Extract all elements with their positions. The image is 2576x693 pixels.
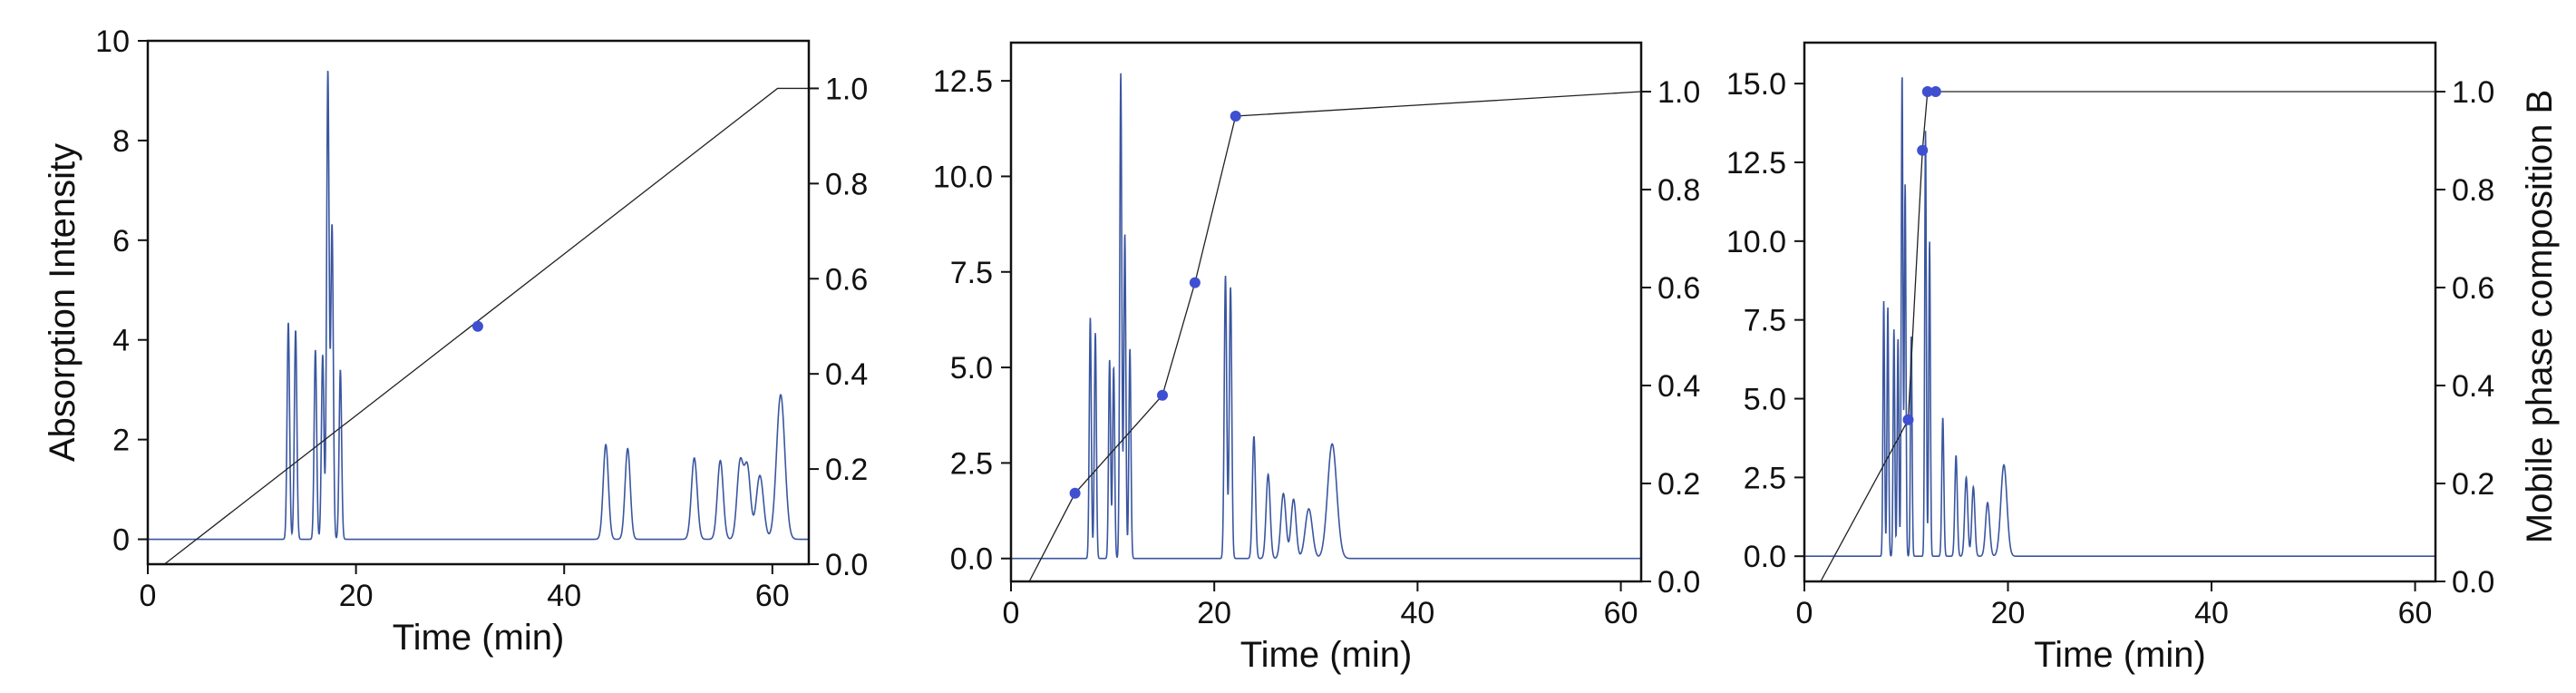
gradient-marker bbox=[1930, 86, 1941, 97]
x-tick-label: 60 bbox=[2398, 596, 2433, 630]
y2-tick-label: 1.0 bbox=[1657, 75, 1700, 110]
y-tick-label: 0.0 bbox=[1744, 540, 1786, 574]
chromatogram-trace bbox=[148, 71, 809, 541]
y-tick-label: 12.5 bbox=[933, 64, 993, 99]
y2-tick-label: 0.0 bbox=[825, 548, 868, 582]
chart-panel-3: 0 20 40 60 0.0 2.5 5.0 7.5 10.0 12.5 15.0 0.0 0.2 0.4… bbox=[1726, 41, 2560, 675]
x-tick-label: 0 bbox=[140, 579, 157, 613]
y-tick-label: 5.0 bbox=[1744, 383, 1786, 417]
x-tick-label: 40 bbox=[547, 579, 581, 613]
y-tick-label: 2 bbox=[112, 424, 130, 458]
y-tick-label: 2.5 bbox=[1744, 461, 1786, 495]
chromatogram-trace bbox=[1011, 73, 1641, 560]
y2-tick-label: 1.0 bbox=[2452, 75, 2494, 110]
y-tick-label: 0 bbox=[112, 523, 130, 558]
y-tick-label: 7.5 bbox=[950, 256, 993, 290]
gradient-marker bbox=[1917, 144, 1929, 156]
plot-frame bbox=[1009, 41, 1643, 583]
chromatogram-trace bbox=[1804, 77, 2435, 558]
x-tick-label: 20 bbox=[1197, 596, 1231, 630]
x-tick-label: 60 bbox=[755, 579, 790, 613]
y2-tick-label: 0.2 bbox=[825, 453, 868, 487]
y-tick-label: 12.5 bbox=[1726, 146, 1786, 181]
x-tick-label: 40 bbox=[2194, 596, 2229, 630]
y-tick-label: 10 bbox=[95, 24, 130, 59]
gradient-marker bbox=[471, 320, 483, 332]
x-tick-label: 60 bbox=[1604, 596, 1638, 630]
gradient-line bbox=[1028, 91, 1642, 582]
plot-frame bbox=[146, 39, 811, 566]
y2-tick-label: 1.0 bbox=[825, 72, 868, 106]
x-tick-label: 20 bbox=[339, 579, 374, 613]
gradient-marker bbox=[1189, 277, 1201, 288]
y2-tick-label: 0.0 bbox=[2452, 565, 2494, 600]
gradient-marker bbox=[1921, 86, 1933, 97]
y-tick-label: 5.0 bbox=[950, 351, 993, 386]
gradient-line bbox=[163, 87, 809, 565]
y-axis-label: Absorption Intensity bbox=[43, 143, 83, 462]
x-tick-label: 20 bbox=[1991, 596, 2026, 630]
x-tick-label: 40 bbox=[1400, 596, 1434, 630]
x-axis-label: Time (min) bbox=[1240, 635, 1413, 675]
y2-tick-label: 0.4 bbox=[825, 357, 868, 392]
y-tick-label: 8 bbox=[112, 124, 130, 159]
x-tick-label: 0 bbox=[1003, 596, 1020, 630]
y2-tick-label: 0.8 bbox=[825, 167, 868, 201]
y2-tick-label: 0.8 bbox=[2452, 173, 2494, 208]
x-axis-label: Time (min) bbox=[393, 618, 565, 658]
y-tick-label: 6 bbox=[112, 224, 130, 259]
gradient-marker bbox=[1157, 389, 1169, 401]
y-tick-label: 7.5 bbox=[1744, 304, 1786, 338]
y2-tick-label: 0.4 bbox=[2452, 369, 2494, 404]
y2-tick-label: 0.6 bbox=[2452, 271, 2494, 306]
y2-tick-label: 0.6 bbox=[825, 262, 868, 297]
gradient-marker bbox=[1069, 487, 1081, 499]
chart-panel-1: 0 20 40 60 0 2 4 6 8 10 0.0 0.2 0.4 0.6 0.8 1.0 Time (mi… bbox=[43, 24, 868, 658]
plot-frame bbox=[1803, 41, 2437, 583]
gradient-marker bbox=[1902, 414, 1914, 425]
y2-tick-label: 0.0 bbox=[1657, 565, 1700, 600]
y-tick-label: 10.0 bbox=[1726, 225, 1786, 259]
y2-tick-label: 0.4 bbox=[1657, 369, 1700, 404]
y2-tick-label: 0.8 bbox=[1657, 173, 1700, 208]
x-axis-label: Time (min) bbox=[2034, 635, 2206, 675]
gradient-marker bbox=[1230, 111, 1241, 122]
y2-tick-label: 0.6 bbox=[1657, 271, 1700, 306]
y-tick-label: 0.0 bbox=[950, 542, 993, 577]
y-tick-label: 4 bbox=[112, 324, 130, 358]
gradient-line bbox=[1820, 91, 2435, 582]
y-tick-label: 2.5 bbox=[950, 446, 993, 481]
y-tick-label: 15.0 bbox=[1726, 67, 1786, 102]
y2-axis-label: Mobile phase composition B bbox=[2520, 90, 2560, 543]
x-tick-label: 0 bbox=[1796, 596, 1813, 630]
y2-tick-label: 0.2 bbox=[2452, 467, 2494, 502]
y-tick-label: 10.0 bbox=[933, 160, 993, 194]
chart-panel-2: 0 20 40 60 0.0 2.5 5.0 7.5 10.0 12.5 0.0 0.2 0.4 0.6 0… bbox=[933, 41, 1700, 675]
y2-tick-label: 0.2 bbox=[1657, 467, 1700, 502]
